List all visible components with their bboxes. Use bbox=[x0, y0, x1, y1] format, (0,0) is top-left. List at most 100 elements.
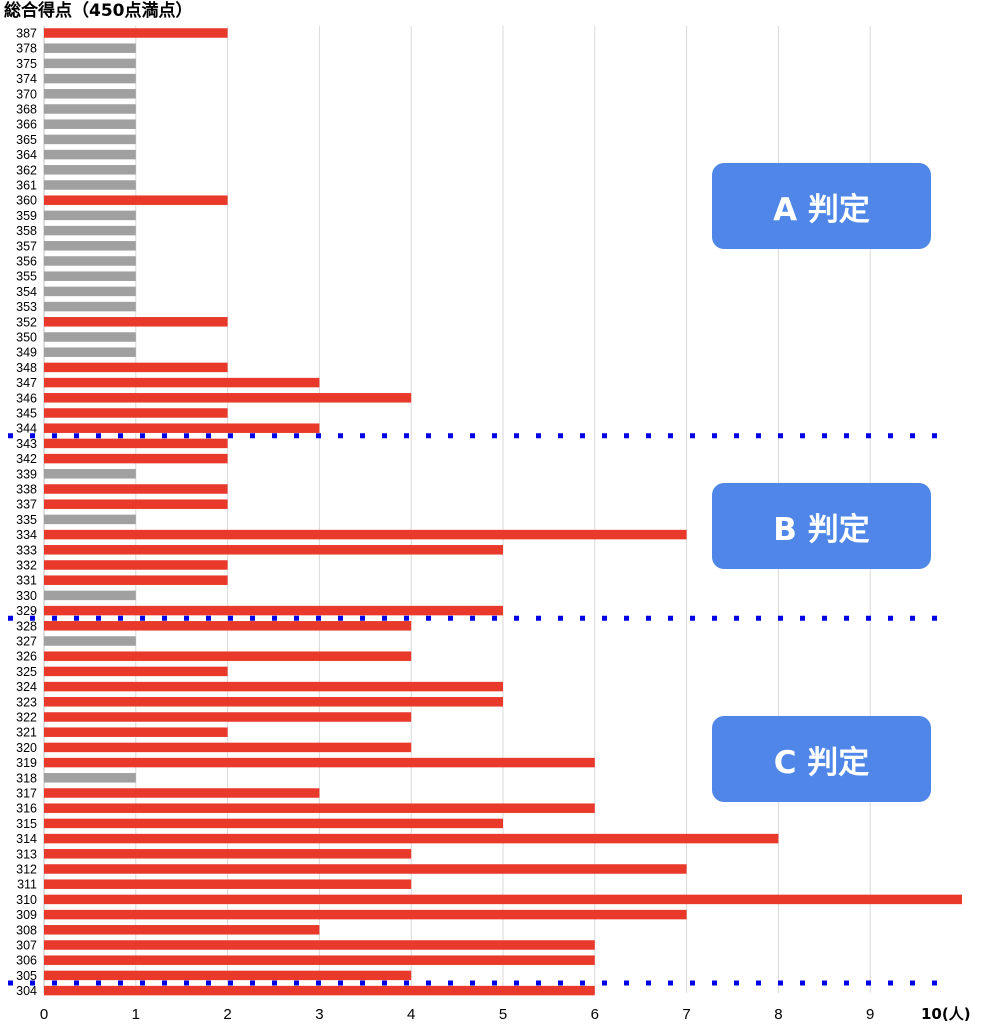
bar bbox=[44, 970, 412, 981]
bar bbox=[44, 727, 228, 737]
bar bbox=[44, 545, 503, 555]
bar bbox=[44, 651, 412, 661]
bar bbox=[44, 666, 228, 677]
x-axis-unit: 10(人) bbox=[921, 1005, 971, 1023]
bar bbox=[44, 757, 595, 768]
x-tick-label: 1 bbox=[132, 1006, 140, 1023]
bar bbox=[44, 377, 320, 388]
category-label: 312 bbox=[16, 863, 37, 877]
bar bbox=[44, 332, 136, 342]
bar bbox=[44, 453, 228, 464]
category-label: 348 bbox=[16, 361, 37, 375]
category-label: 311 bbox=[17, 878, 37, 892]
bar bbox=[44, 681, 503, 692]
bar bbox=[44, 286, 136, 297]
bar bbox=[44, 514, 136, 525]
bar bbox=[44, 712, 412, 722]
category-label: 357 bbox=[16, 239, 37, 253]
category-label: 322 bbox=[16, 711, 37, 725]
category-label: 308 bbox=[16, 923, 37, 937]
category-label: 344 bbox=[16, 422, 37, 436]
bar bbox=[44, 423, 320, 433]
category-label: 318 bbox=[16, 771, 37, 785]
category-label: 346 bbox=[16, 391, 37, 405]
category-label: 365 bbox=[16, 133, 37, 147]
x-tick-label: 4 bbox=[407, 1006, 415, 1023]
bar bbox=[44, 438, 228, 449]
bar bbox=[44, 833, 779, 844]
bar bbox=[44, 347, 136, 357]
bar bbox=[44, 773, 136, 783]
bar bbox=[44, 119, 136, 129]
bar bbox=[44, 180, 136, 190]
x-tick-label: 5 bbox=[499, 1006, 507, 1023]
category-label: 333 bbox=[16, 543, 37, 557]
category-label: 378 bbox=[16, 42, 37, 56]
bar bbox=[44, 408, 228, 418]
bar bbox=[44, 149, 136, 160]
bar bbox=[44, 742, 412, 753]
category-label: 358 bbox=[16, 224, 37, 238]
category-label: 332 bbox=[16, 559, 37, 573]
x-tick-label: 6 bbox=[591, 1006, 599, 1023]
bar bbox=[44, 165, 136, 175]
category-label: 338 bbox=[16, 483, 37, 497]
category-label: 313 bbox=[16, 847, 37, 861]
category-label: 326 bbox=[16, 650, 37, 664]
category-label: 335 bbox=[16, 513, 37, 527]
category-label: 329 bbox=[16, 604, 37, 618]
x-tick-label: 2 bbox=[223, 1006, 231, 1023]
category-label: 323 bbox=[16, 695, 37, 709]
bar bbox=[44, 529, 687, 540]
category-label: 374 bbox=[16, 72, 37, 86]
category-label: 359 bbox=[16, 209, 37, 223]
bar bbox=[44, 210, 136, 221]
category-label: 361 bbox=[16, 179, 37, 193]
bar bbox=[44, 104, 136, 114]
x-tick-label: 7 bbox=[682, 1006, 690, 1023]
bars bbox=[44, 28, 962, 996]
bar bbox=[44, 317, 228, 327]
bar bbox=[44, 43, 136, 53]
category-label: 342 bbox=[16, 452, 37, 466]
x-tick-label: 8 bbox=[774, 1006, 782, 1023]
bar bbox=[44, 241, 136, 251]
category-label: 325 bbox=[16, 665, 37, 679]
category-label: 324 bbox=[16, 680, 37, 694]
bar bbox=[44, 940, 595, 950]
bar bbox=[44, 803, 595, 813]
category-label: 350 bbox=[16, 331, 37, 345]
category-label: 320 bbox=[16, 741, 37, 755]
bar bbox=[44, 271, 136, 281]
category-label: 309 bbox=[16, 908, 37, 922]
bar bbox=[44, 985, 595, 996]
category-label: 304 bbox=[16, 984, 37, 998]
bar bbox=[44, 89, 136, 99]
bar bbox=[44, 909, 687, 920]
grade-b-label: B 判定 bbox=[712, 483, 931, 569]
x-axis-ticks: 0 1 2 3 4 5 6 7 8 9 bbox=[40, 1006, 875, 1023]
bar bbox=[44, 134, 136, 145]
x-tick-label: 9 bbox=[866, 1006, 874, 1023]
x-tick-label: 3 bbox=[315, 1006, 323, 1023]
bar bbox=[44, 58, 136, 69]
category-label: 362 bbox=[16, 163, 37, 177]
bar bbox=[44, 879, 412, 889]
bar bbox=[44, 560, 228, 570]
bar bbox=[44, 849, 412, 859]
category-label: 337 bbox=[16, 498, 37, 512]
bar bbox=[44, 28, 228, 38]
category-label: 349 bbox=[16, 346, 37, 360]
bar bbox=[44, 73, 136, 84]
grade-dividers bbox=[8, 433, 950, 986]
grade-a-label: A 判定 bbox=[712, 163, 931, 249]
category-label: 315 bbox=[16, 817, 37, 831]
chart-title: 総合得点（450点満点） bbox=[4, 0, 193, 21]
category-label: 307 bbox=[16, 939, 37, 953]
category-label: 355 bbox=[16, 270, 37, 284]
bar bbox=[44, 195, 228, 205]
bar bbox=[44, 818, 503, 829]
bar bbox=[44, 788, 320, 798]
category-label: 319 bbox=[16, 756, 37, 770]
